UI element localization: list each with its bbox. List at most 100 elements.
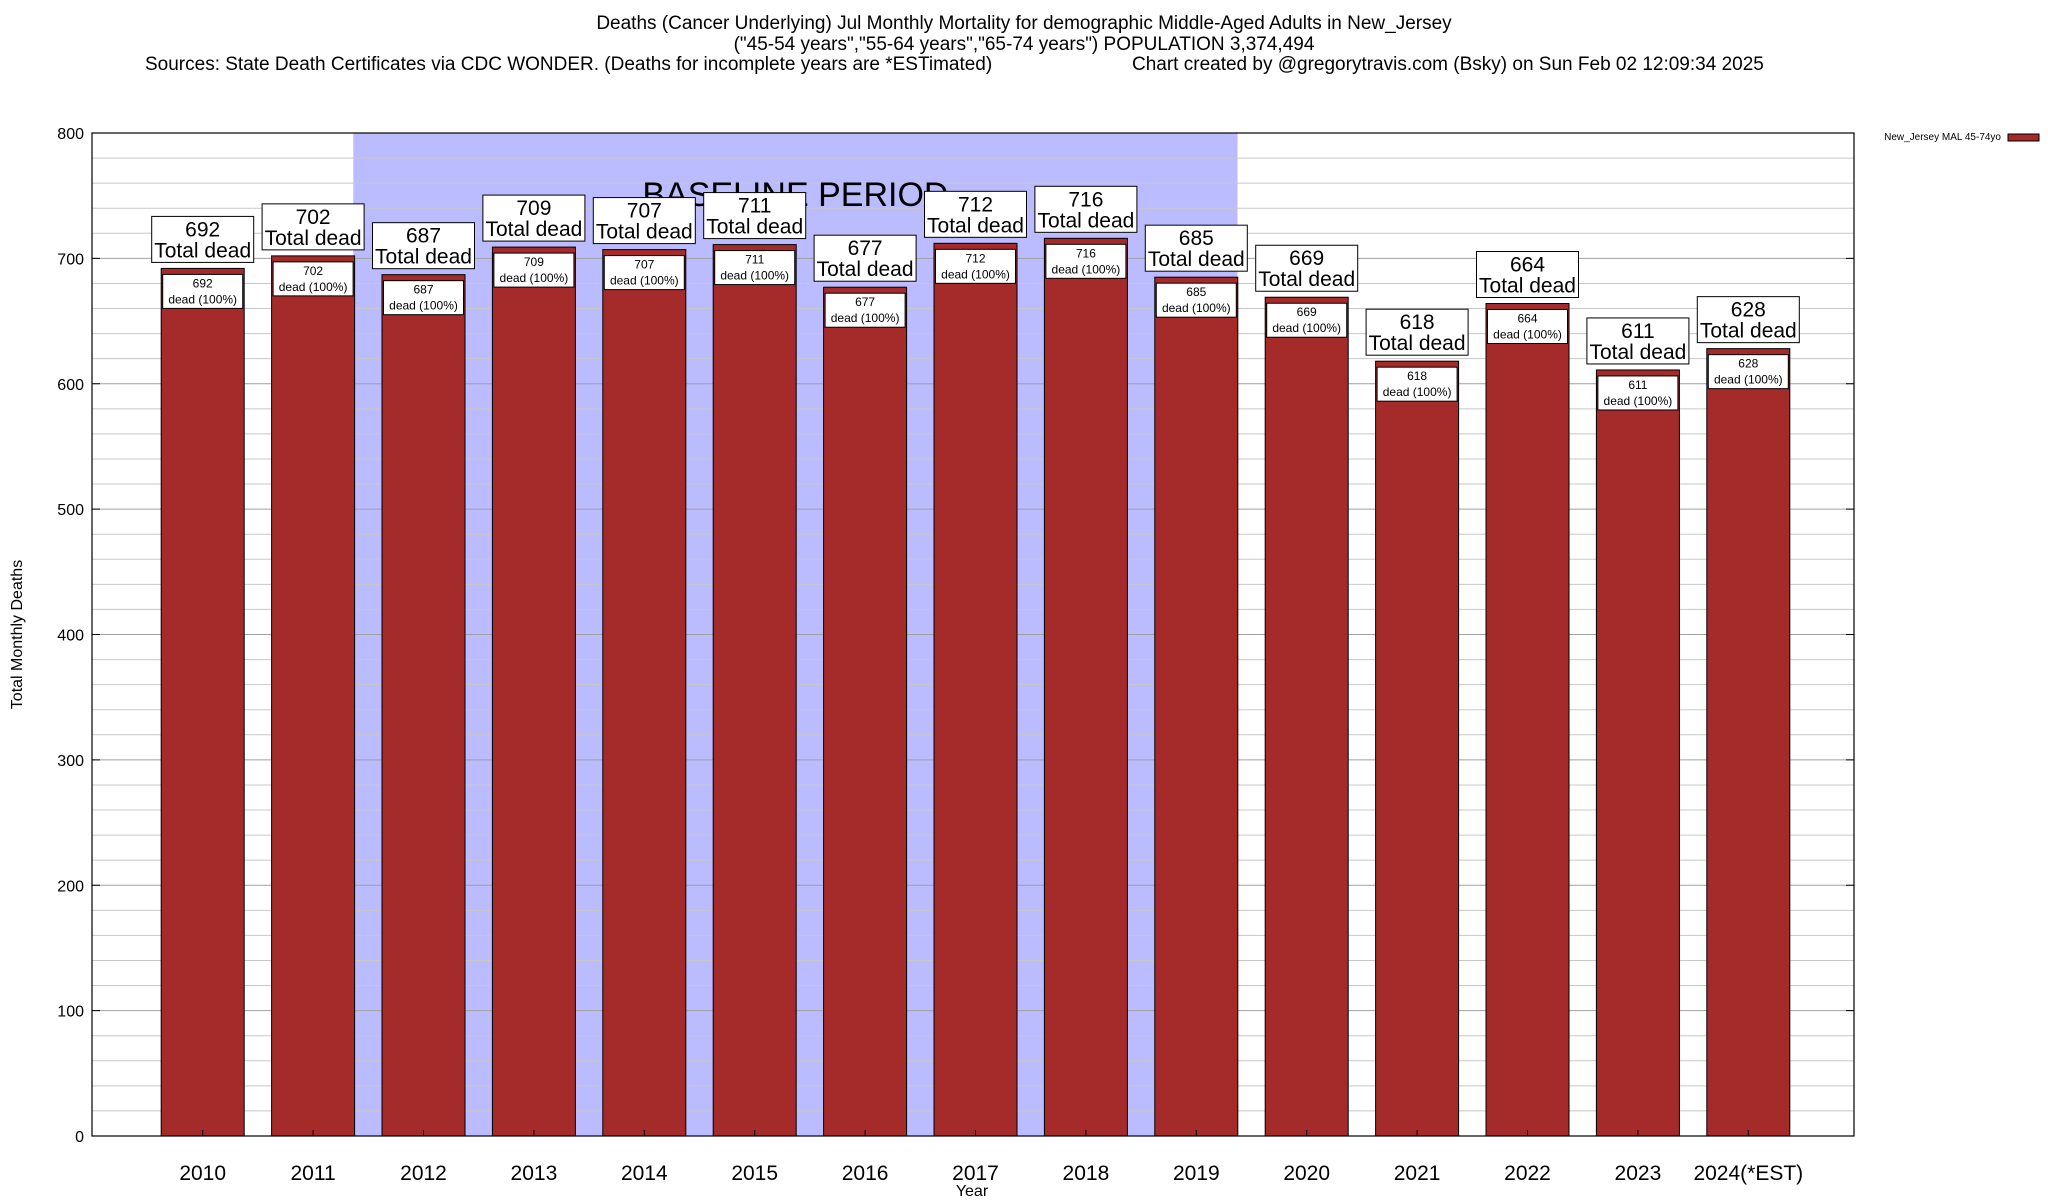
bar-total-label-box <box>1476 251 1579 299</box>
bar-total-value: 712 <box>958 193 993 216</box>
bar-inner-value: 709 <box>524 255 544 269</box>
bar-inner-percent: dead (100%) <box>168 292 237 306</box>
bar-total-text: Total dead <box>1589 341 1686 364</box>
bar-inner-percent: dead (100%) <box>500 271 569 285</box>
bar-inner-percent: dead (100%) <box>720 269 789 283</box>
bar-total-value: 677 <box>848 237 883 260</box>
bar-inner-label-box <box>1155 282 1237 318</box>
bar-total-label-box <box>261 203 365 251</box>
bar-total-value: 692 <box>185 218 220 241</box>
bar-inner-label-box <box>935 248 1016 284</box>
bar-inner-value: 692 <box>193 276 213 290</box>
bar-total-label-box <box>813 234 917 282</box>
x-tick-label: 2010 <box>179 1162 226 1185</box>
bar-total-value: 685 <box>1179 227 1214 250</box>
chart-subtitle: ("45-54 years","55-64 years","65-74 year… <box>733 34 1315 55</box>
bar <box>1375 360 1460 1137</box>
bar-inner-percent: dead (100%) <box>831 311 900 325</box>
y-tick-label: 800 <box>57 126 84 143</box>
bar-inner-percent: dead (100%) <box>1714 373 1783 387</box>
bar-inner-label-box <box>162 273 244 309</box>
bar-inner-value: 716 <box>1076 246 1096 260</box>
bar-total-value: 664 <box>1510 254 1545 277</box>
bar-total-value: 687 <box>406 225 441 248</box>
bar-total-label-box <box>482 194 586 242</box>
bar <box>602 249 687 1137</box>
bar-inner-percent: dead (100%) <box>279 280 348 294</box>
bar-inner-label-box <box>714 250 796 286</box>
chart-credit: Chart created by @gregorytravis.com (Bsk… <box>1132 54 1764 75</box>
legend-label: New_Jersey MAL 45-74yo <box>1884 132 2001 143</box>
bar-total-text: Total dead <box>154 239 251 262</box>
bar-total-value: 716 <box>1068 188 1103 211</box>
bar-total-value: 707 <box>627 200 662 223</box>
bar-inner-percent: dead (100%) <box>1162 301 1231 315</box>
x-tick-label: 2019 <box>1173 1162 1220 1185</box>
x-tick-label: 2013 <box>511 1162 558 1185</box>
bar <box>823 286 908 1137</box>
bar-total-value: 611 <box>1621 320 1654 343</box>
bar <box>1154 276 1239 1137</box>
bar-total-label-box <box>151 215 255 263</box>
x-tick-label: 2016 <box>842 1162 889 1185</box>
bar-total-label-box <box>1255 244 1359 292</box>
y-tick-label: 500 <box>57 502 84 519</box>
bar-total-label-box <box>703 192 807 240</box>
bar-total-label-box <box>372 222 475 270</box>
bar-inner-percent: dead (100%) <box>389 299 458 313</box>
bar-total-value: 711 <box>738 195 771 218</box>
x-tick-label: 2020 <box>1283 1162 1330 1185</box>
bar <box>271 255 356 1137</box>
bar-total-label-box <box>1365 308 1469 356</box>
bar-total-label-box <box>1696 296 1800 344</box>
bar <box>933 242 1018 1137</box>
bar-inner-percent: dead (100%) <box>1383 385 1452 399</box>
bar-total-text: Total dead <box>596 221 693 244</box>
bar-total-label-box <box>1144 224 1248 272</box>
bar-inner-label-box <box>272 261 354 297</box>
x-tick-label: 2015 <box>731 1162 778 1185</box>
bar-inner-value: 702 <box>303 264 323 278</box>
bar-inner-value: 685 <box>1186 285 1206 299</box>
bar <box>1595 369 1680 1137</box>
bar-total-text: Total dead <box>265 227 362 250</box>
bar-inner-value: 712 <box>965 251 985 265</box>
bar-total-value: 628 <box>1731 299 1766 322</box>
bar-total-value: 618 <box>1400 311 1435 334</box>
bar-total-text: Total dead <box>375 246 472 269</box>
bar-inner-label-box <box>383 280 464 316</box>
bar-inner-percent: dead (100%) <box>610 274 679 288</box>
bar-total-text: Total dead <box>1369 332 1466 355</box>
x-tick-label: 2021 <box>1394 1162 1441 1185</box>
bar-inner-value: 711 <box>745 253 764 267</box>
bar-total-text: Total dead <box>1700 320 1797 343</box>
bar-inner-label-box <box>1597 375 1679 411</box>
bar-total-text: Total dead <box>817 258 914 281</box>
bar <box>1485 303 1570 1137</box>
bar-inner-value: 669 <box>1297 305 1317 319</box>
y-axis-title: Total Monthly Deaths <box>9 560 26 709</box>
bar-inner-label-box <box>1376 366 1458 402</box>
bar-inner-label-box <box>1045 243 1127 279</box>
y-tick-label: 400 <box>57 628 84 645</box>
x-tick-label: 2022 <box>1504 1162 1551 1185</box>
y-tick-label: 300 <box>57 753 84 770</box>
bar-total-label-box <box>1034 185 1138 233</box>
bar-total-text: Total dead <box>1258 268 1355 291</box>
legend-swatch <box>2007 133 2040 142</box>
bar-inner-label-box <box>1266 302 1348 338</box>
bar-total-text: Total dead <box>485 218 582 241</box>
bar <box>160 267 245 1137</box>
bar-inner-value: 611 <box>1628 378 1647 392</box>
x-tick-label: 2017 <box>952 1162 999 1185</box>
bar-inner-percent: dead (100%) <box>1604 394 1673 408</box>
y-tick-label: 700 <box>57 251 84 268</box>
bar-total-text: Total dead <box>706 216 803 239</box>
bar-inner-label-box <box>1487 309 1568 345</box>
bar-inner-percent: dead (100%) <box>1052 262 1121 276</box>
bar-total-label-box <box>924 190 1027 238</box>
x-tick-label: 2014 <box>621 1162 668 1185</box>
chart-title: Deaths (Cancer Underlying) Jul Monthly M… <box>596 13 1452 34</box>
x-tick-label: 2024(*EST) <box>1693 1162 1803 1185</box>
